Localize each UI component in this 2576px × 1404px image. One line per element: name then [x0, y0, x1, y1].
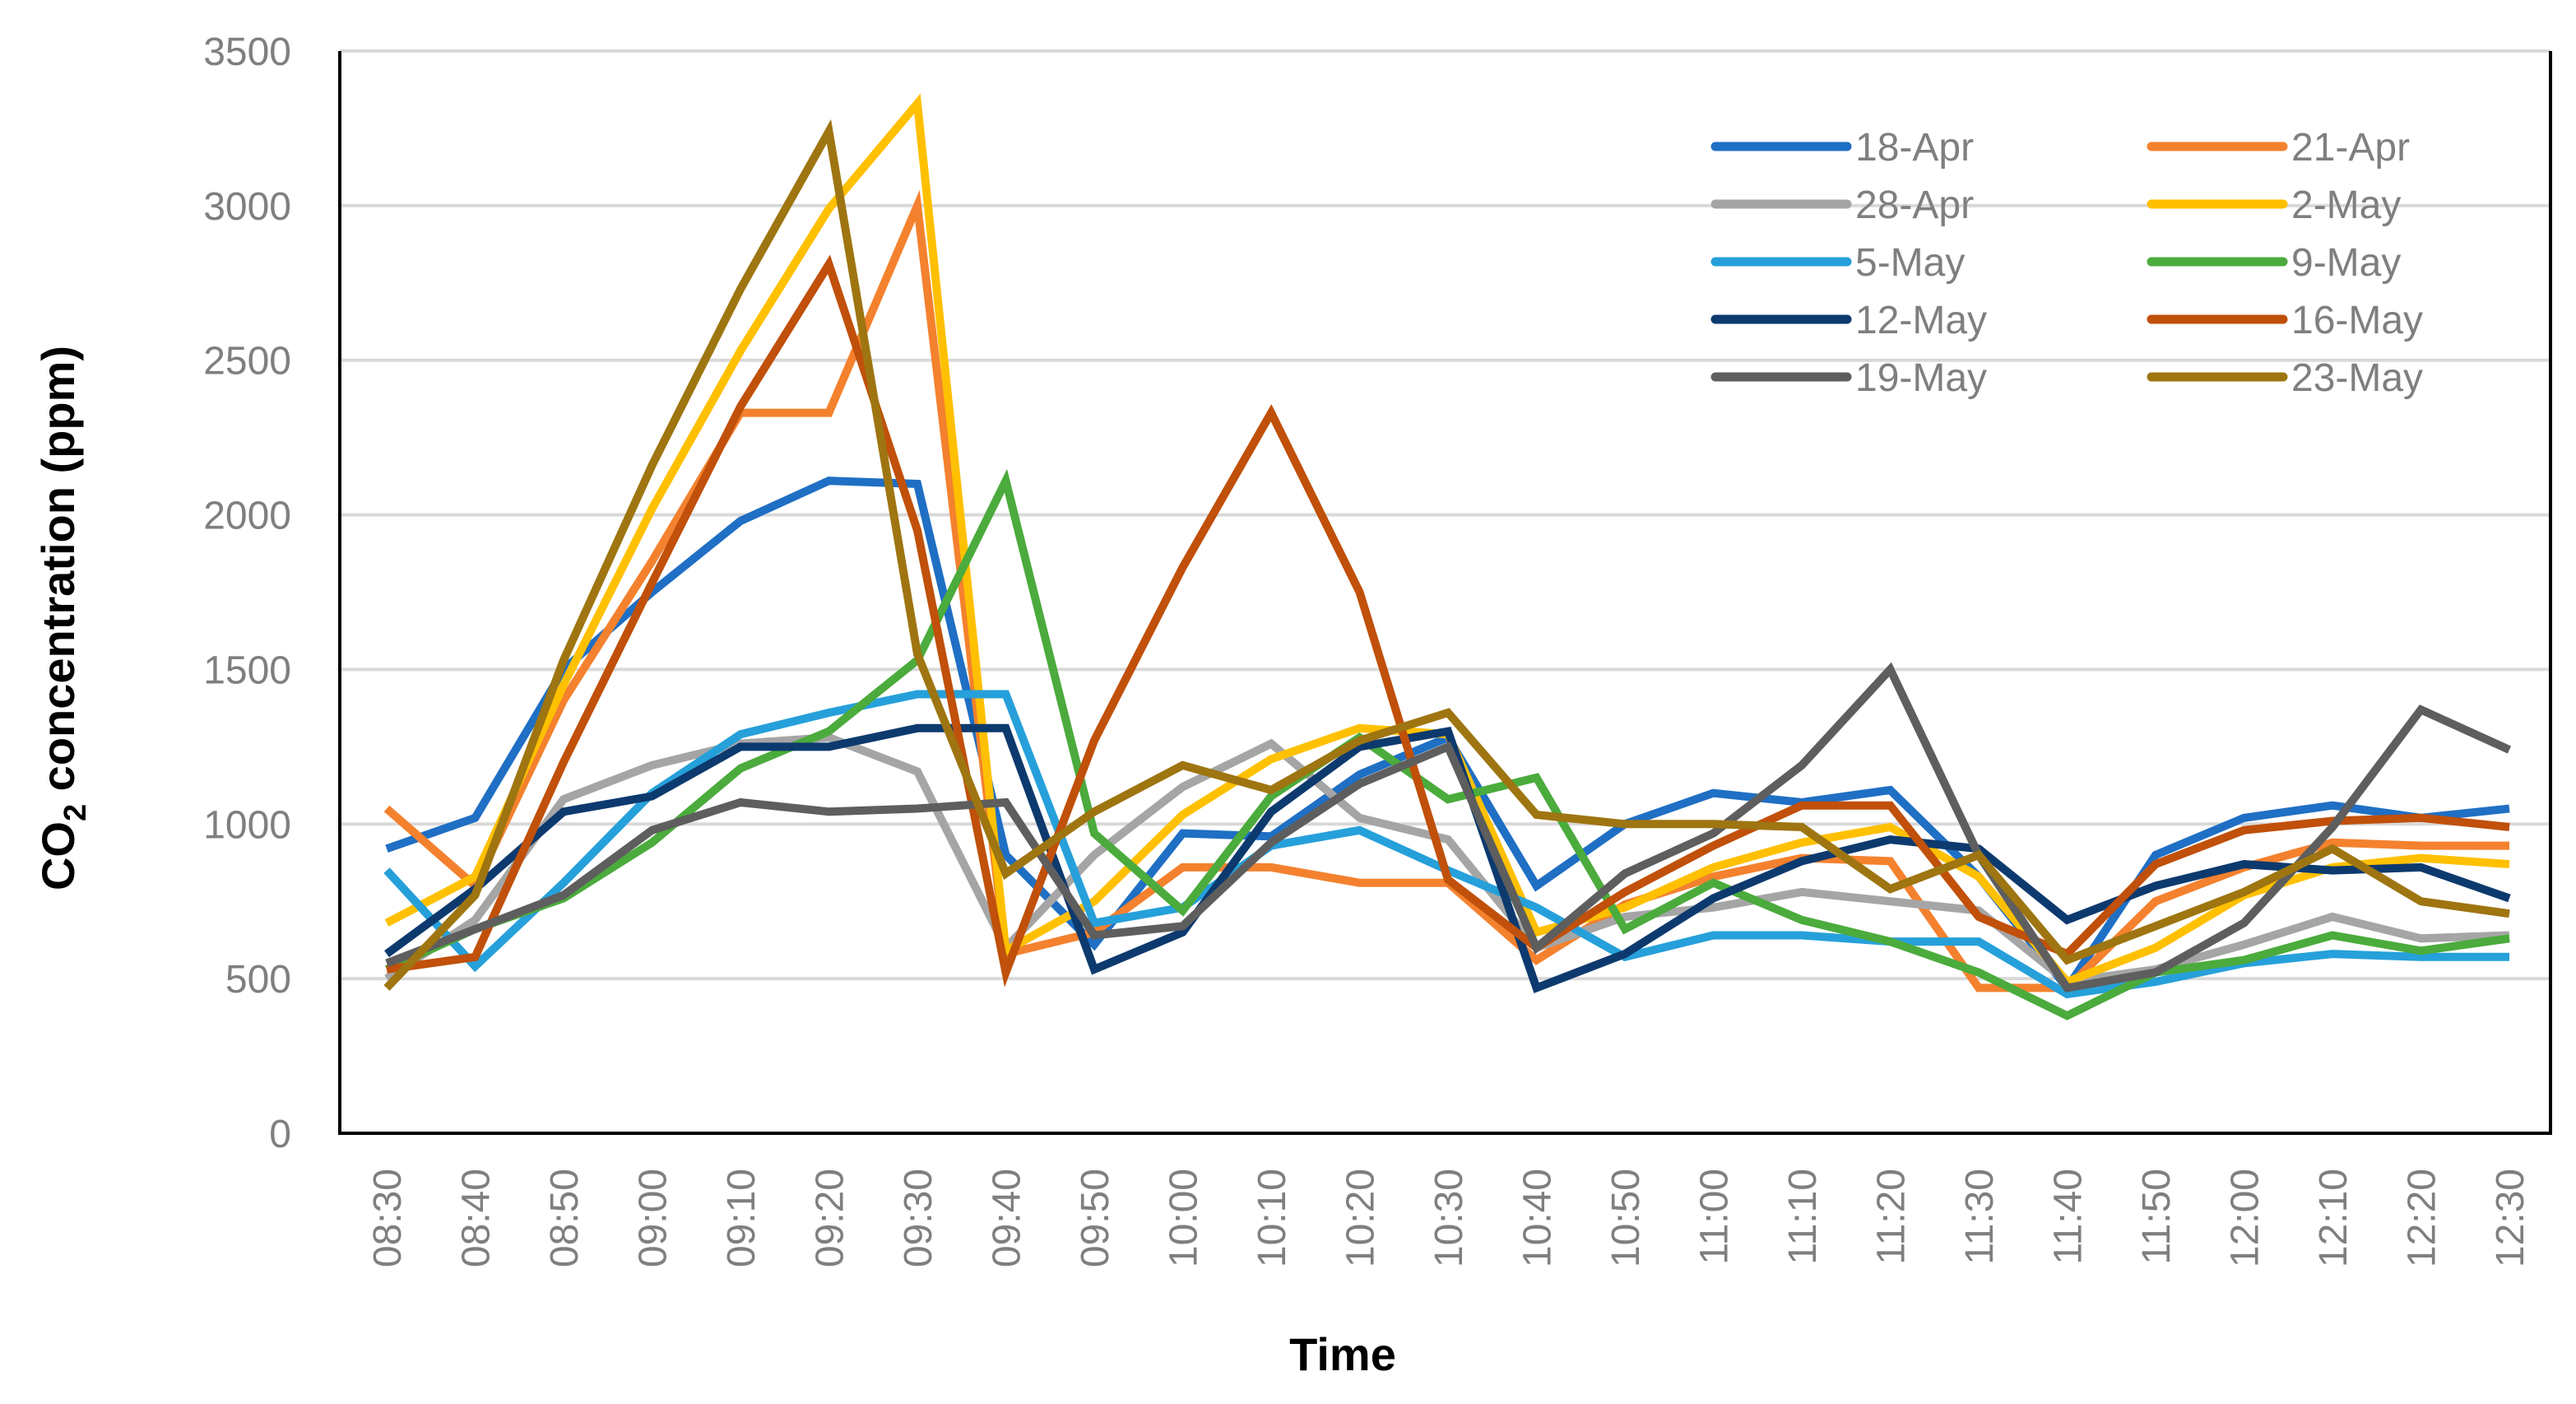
y-tick-3500: 3500 [203, 30, 291, 74]
series-line-12-May [384, 723, 2511, 993]
series-lines [383, 93, 2512, 1020]
y-tick-500: 500 [225, 958, 291, 1002]
x-tick-10:50: 10:50 [1604, 1169, 1648, 1267]
x-tick-09:50: 09:50 [1074, 1169, 1117, 1267]
x-tick-09:00: 09:00 [632, 1169, 675, 1267]
series-line-16-May [386, 254, 2510, 988]
legend-label-16-May: 16-May [2291, 299, 2423, 342]
x-tick-11:00: 11:00 [1693, 1169, 1737, 1265]
y-axis-title-rest: concentration (ppm) [32, 346, 84, 804]
x-tick-10:40: 10:40 [1516, 1169, 1560, 1267]
legend-label-5-May: 5-May [1855, 241, 1965, 285]
plot-frame [338, 51, 2552, 1135]
x-axis-ticks: 08:30 08:40 08:50 09:00 09:10 09:20 09:30 09:40… [366, 1169, 2532, 1267]
series-line-23-May [383, 119, 2510, 991]
y-axis-title: CO2 concentration (ppm) [32, 346, 93, 890]
y-tick-1000: 1000 [203, 803, 291, 847]
legend-label-9-May: 9-May [2291, 241, 2401, 285]
legend-label-28-Apr: 28-Apr [1855, 184, 1974, 227]
x-tick-08:40: 08:40 [455, 1169, 499, 1267]
legend-label-12-May: 12-May [1855, 299, 1987, 342]
series-line-19-May [385, 662, 2512, 993]
y-tick-2500: 2500 [203, 340, 291, 384]
x-tick-08:50: 08:50 [543, 1169, 587, 1267]
x-tick-11:50: 11:50 [2135, 1169, 2179, 1265]
x-tick-10:20: 10:20 [1339, 1169, 1383, 1267]
x-axis-title: Time [1289, 1328, 1396, 1380]
legend-label-2-May: 2-May [2291, 184, 2401, 227]
legend-label-23-May: 23-May [2291, 356, 2423, 400]
legend: 18-Apr 21-Apr 28-Apr 2-May 5-May 9-May 12-May 1… [1710, 126, 2423, 400]
y-tick-2000: 2000 [203, 495, 291, 538]
y-tick-1500: 1500 [203, 649, 291, 692]
x-tick-10:30: 10:30 [1427, 1169, 1471, 1267]
x-tick-12:00: 12:00 [2224, 1169, 2267, 1267]
x-tick-09:40: 09:40 [986, 1169, 1029, 1267]
x-tick-09:10: 09:10 [720, 1169, 764, 1267]
x-tick-11:30: 11:30 [1958, 1169, 2002, 1265]
series-line-28-Apr [384, 733, 2510, 987]
y-axis-title-subscript: 2 [58, 804, 93, 821]
x-tick-11:20: 11:20 [1870, 1169, 1914, 1265]
x-tick-11:40: 11:40 [2047, 1169, 2091, 1265]
legend-label-18-Apr: 18-Apr [1855, 126, 1974, 170]
legend-label-21-Apr: 21-Apr [2291, 126, 2410, 170]
legend-label-19-May: 19-May [1855, 356, 1987, 400]
y-axis-ticks: 0 500 1000 1500 2000 2500 3000 3500 [203, 30, 291, 1156]
y-axis-title-main: CO [32, 821, 84, 890]
x-tick-09:30: 09:30 [897, 1169, 940, 1267]
y-tick-3000: 3000 [203, 185, 291, 229]
x-tick-08:30: 08:30 [366, 1169, 410, 1267]
x-tick-09:20: 09:20 [809, 1169, 852, 1267]
x-tick-12:30: 12:30 [2489, 1169, 2532, 1267]
x-tick-11:10: 11:10 [1781, 1169, 1825, 1265]
x-tick-10:10: 10:10 [1251, 1169, 1294, 1267]
x-tick-12:20: 12:20 [2401, 1169, 2444, 1267]
y-tick-0: 0 [269, 1113, 291, 1156]
x-tick-10:00: 10:00 [1163, 1169, 1206, 1267]
x-tick-12:10: 12:10 [2312, 1169, 2356, 1267]
